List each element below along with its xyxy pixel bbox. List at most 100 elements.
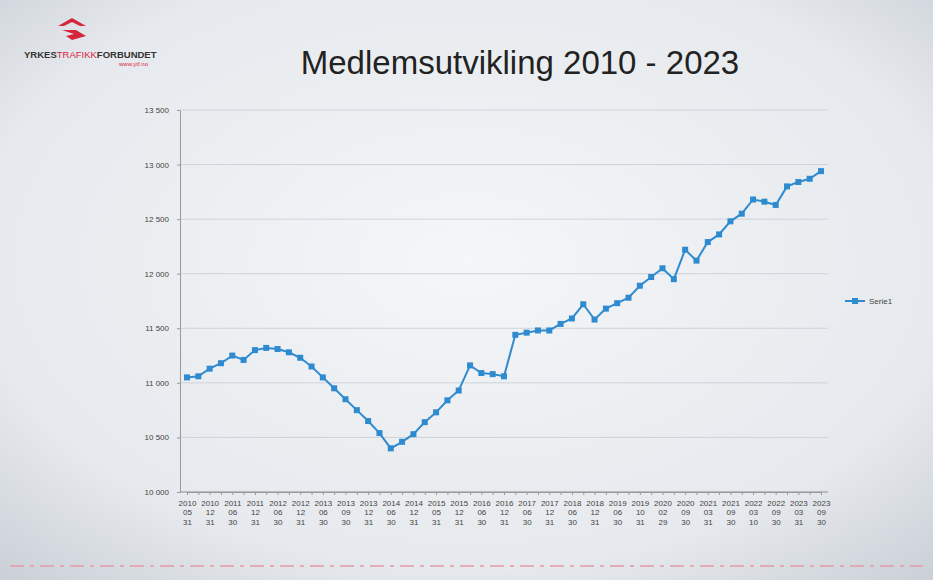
grid-line bbox=[180, 492, 828, 493]
x-tick-label-line: 2011 bbox=[224, 499, 242, 508]
series-marker bbox=[354, 407, 360, 413]
y-axis-line bbox=[177, 111, 181, 493]
x-tick-label-line: 2015 bbox=[450, 499, 468, 508]
x-tick-label: 20220930 bbox=[767, 499, 785, 527]
x-tick-label-line: 30 bbox=[613, 518, 622, 527]
series-marker bbox=[444, 397, 450, 403]
series-marker bbox=[682, 247, 688, 253]
y-tick-label: 12 500 bbox=[145, 215, 170, 224]
x-tick-label: 20220310 bbox=[745, 499, 763, 527]
series-line bbox=[187, 171, 821, 448]
y-tick-mark bbox=[177, 165, 180, 166]
series-marker bbox=[546, 327, 552, 333]
series-marker bbox=[252, 347, 258, 353]
grid-line bbox=[180, 164, 828, 165]
x-tick-label: 20161231 bbox=[496, 499, 514, 527]
series-marker bbox=[637, 283, 643, 289]
y-tick-mark bbox=[177, 110, 180, 111]
x-tick-label-line: 05 bbox=[432, 508, 441, 517]
x-tick-label-line: 31 bbox=[455, 518, 464, 527]
grid-line bbox=[180, 110, 828, 111]
series-marker bbox=[773, 202, 779, 208]
y-tick-mark bbox=[177, 274, 180, 275]
y-tick: 12 000 bbox=[145, 270, 180, 279]
y-tick-label: 12 000 bbox=[145, 270, 170, 279]
x-tick-label-line: 31 bbox=[409, 518, 418, 527]
x-tick-label-line: 2021 bbox=[699, 499, 717, 508]
x-tick-label: 20171231 bbox=[541, 499, 559, 527]
x-tick-label-line: 09 bbox=[817, 508, 826, 517]
background bbox=[0, 0, 933, 580]
x-tick-label-line: 09 bbox=[342, 508, 351, 517]
y-tick: 10 000 bbox=[145, 488, 180, 497]
series-marker bbox=[727, 218, 733, 224]
x-tick-label-line: 09 bbox=[681, 508, 690, 517]
x-tick: 20200229 bbox=[654, 492, 672, 527]
series-marker bbox=[648, 274, 654, 280]
x-tick: 20101231 bbox=[201, 492, 219, 527]
x-tick-label-line: 12 bbox=[500, 508, 509, 517]
logo-word: FORBUNDET bbox=[97, 49, 157, 60]
x-tick: 20171231 bbox=[541, 492, 559, 527]
x-tick-label: 20111231 bbox=[247, 499, 265, 527]
x-tick-label-line: 12 bbox=[545, 508, 554, 517]
x-tick-label-line: 31 bbox=[591, 518, 600, 527]
chart-svg: YRKESTRAFIKKFORBUNDETwww.ytf.noMedlemsut… bbox=[0, 0, 933, 580]
y-tick-mark bbox=[177, 219, 180, 220]
x-tick-label-line: 2019 bbox=[631, 499, 649, 508]
x-tick-label-line: 06 bbox=[477, 508, 486, 517]
x-tick: 20140630 bbox=[382, 492, 400, 527]
x-tick-label-line: 2022 bbox=[745, 499, 763, 508]
x-tick-label-line: 31 bbox=[206, 518, 215, 527]
y-tick-mark bbox=[177, 492, 180, 493]
x-tick: 20230331 bbox=[790, 492, 808, 527]
logo-word: YRKES bbox=[24, 49, 57, 60]
series-marker bbox=[309, 363, 315, 369]
x-tick-label-line: 12 bbox=[409, 508, 418, 517]
x-tick: 20220310 bbox=[745, 492, 763, 527]
x-tick-label-line: 06 bbox=[274, 508, 283, 517]
x-tick-label-line: 30 bbox=[342, 518, 351, 527]
series-marker bbox=[376, 430, 382, 436]
y-tick-label: 11 500 bbox=[145, 324, 169, 333]
x-tick-label: 20200229 bbox=[654, 499, 672, 527]
x-tick-label-line: 2013 bbox=[314, 499, 332, 508]
series-marker bbox=[275, 346, 281, 352]
x-tick-label-line: 06 bbox=[228, 508, 237, 517]
x-tick-label-line: 06 bbox=[387, 508, 396, 517]
x-tick-label-line: 2023 bbox=[790, 499, 808, 508]
x-tick-label-line: 2013 bbox=[360, 499, 378, 508]
series-marker bbox=[671, 276, 677, 282]
x-tick-label-line: 31 bbox=[545, 518, 554, 527]
x-tick-label-line: 12 bbox=[296, 508, 305, 517]
chart-root: YRKESTRAFIKKFORBUNDETwww.ytf.noMedlemsut… bbox=[0, 0, 933, 580]
x-tick-label-line: 03 bbox=[794, 508, 803, 517]
x-tick-label-line: 31 bbox=[251, 518, 260, 527]
series-marker bbox=[660, 265, 666, 271]
y-tick-label: 10 000 bbox=[145, 488, 170, 497]
x-tick-label-line: 09 bbox=[726, 508, 735, 517]
x-tick-label-line: 30 bbox=[681, 518, 690, 527]
plot-baseline bbox=[180, 492, 828, 493]
x-tick: 20130930 bbox=[337, 492, 355, 527]
x-tick-label: 20181231 bbox=[586, 499, 604, 527]
series-marker bbox=[818, 168, 824, 174]
x-tick: 20170630 bbox=[518, 492, 536, 527]
x-tick-label: 20110630 bbox=[224, 499, 242, 527]
x-tick: 20161231 bbox=[496, 492, 514, 527]
x-tick-label-line: 29 bbox=[659, 518, 668, 527]
x-tick-label-line: 2014 bbox=[405, 499, 423, 508]
x-tick-label: 20151231 bbox=[450, 499, 468, 527]
x-tick-label-line: 2018 bbox=[586, 499, 604, 508]
x-tick-label-line: 30 bbox=[568, 518, 577, 527]
y-tick: 10 500 bbox=[145, 433, 180, 442]
x-tick-label-line: 2020 bbox=[654, 499, 672, 508]
series-marker bbox=[693, 258, 699, 264]
x-tick: 20230930 bbox=[813, 492, 831, 527]
x-tick: 20191031 bbox=[631, 492, 649, 527]
y-tick-label: 10 500 bbox=[145, 433, 170, 442]
y-tick: 11 000 bbox=[145, 379, 180, 388]
series-marker bbox=[456, 387, 462, 393]
x-tick-label-line: 2019 bbox=[609, 499, 627, 508]
series-marker bbox=[512, 332, 518, 338]
